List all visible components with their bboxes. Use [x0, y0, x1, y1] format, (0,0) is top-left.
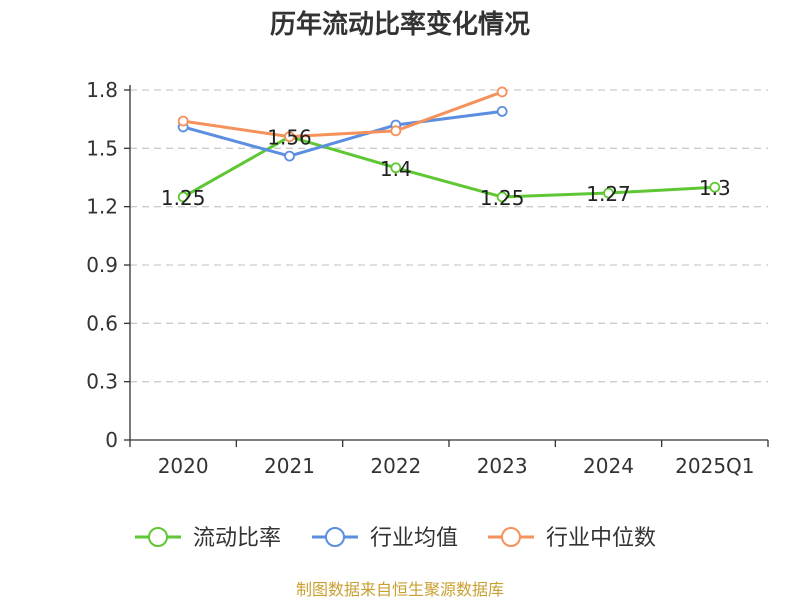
y-tick-label: 0.6 [86, 311, 118, 335]
series-line-1 [182, 109, 503, 158]
series-line-0 [182, 135, 715, 199]
data-point[interactable] [496, 191, 508, 203]
chart-title: 历年流动比率变化情况 [270, 9, 530, 40]
x-tick-label: 2022 [370, 454, 421, 478]
grid-lines [130, 89, 768, 383]
legend-marker [501, 527, 521, 547]
data-point[interactable] [496, 86, 508, 98]
data-point[interactable] [390, 125, 402, 137]
data-label: 1.3 [699, 176, 731, 200]
legend-marker [325, 527, 345, 547]
data-point[interactable] [496, 105, 508, 117]
legend-label: 流动比率 [193, 526, 281, 551]
series-layer [177, 86, 721, 203]
data-point[interactable] [284, 150, 295, 162]
x-tick-label: 2021 [264, 454, 315, 478]
legend-item-0[interactable]: 流动比率 [135, 526, 281, 551]
x-tick-label: 2023 [477, 454, 528, 478]
series-line-2 [182, 90, 503, 139]
y-tick-label: 1.5 [86, 136, 118, 160]
data-label: 1.56 [267, 126, 312, 150]
y-tick-label: 0 [105, 428, 118, 452]
legend-marker [148, 527, 168, 547]
x-tick-label: 2020 [158, 454, 209, 478]
legend-label: 行业中位数 [546, 526, 656, 551]
data-label: 1.25 [480, 186, 525, 210]
legend-item-1[interactable]: 行业均值 [312, 526, 458, 551]
data-point[interactable] [709, 181, 721, 193]
data-point[interactable] [390, 162, 402, 174]
legend-item-2[interactable]: 行业中位数 [488, 526, 656, 551]
data-point[interactable] [603, 187, 614, 199]
y-tick-label: 0.3 [86, 370, 118, 394]
legend-label: 行业均值 [370, 526, 458, 551]
data-label: 1.25 [161, 186, 206, 210]
axes: 0 0.3 0.6 0.9 1.2 1.5 1.8 2020 2021 2022 2023 2024 2… [86, 78, 769, 478]
x-tick-label: 2025Q1 [675, 454, 754, 478]
x-tick-label: 2024 [583, 454, 634, 478]
source-note: 制图数据来自恒生聚源数据库 [296, 580, 504, 599]
data-point[interactable] [284, 131, 295, 143]
y-tick-label: 0.9 [86, 253, 118, 277]
y-tick-label: 1.8 [86, 78, 118, 102]
data-labels: 1.25 1.56 1.4 1.25 1.27 1.3 [161, 126, 731, 210]
data-point[interactable] [177, 115, 189, 127]
data-label: 1.27 [586, 182, 631, 206]
data-label: 1.4 [380, 157, 412, 181]
y-tick-label: 1.2 [86, 195, 118, 219]
legend[interactable]: 流动比率 行业均值 行业中位数 [135, 526, 656, 551]
data-point[interactable] [177, 191, 189, 203]
